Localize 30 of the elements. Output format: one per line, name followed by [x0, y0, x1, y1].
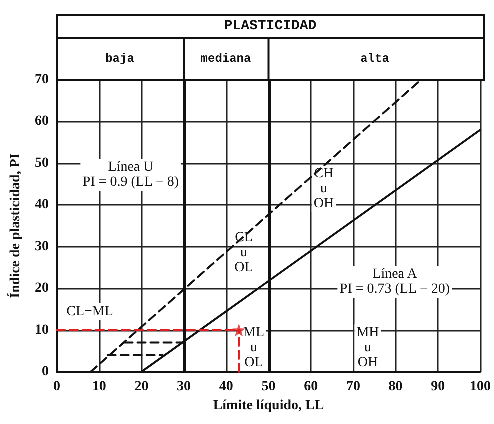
x-tick-label: 50 — [262, 380, 276, 394]
x-tick-label: 10 — [92, 380, 106, 394]
y-tick-label: 10 — [35, 322, 49, 338]
y-tick-label: 20 — [35, 281, 49, 296]
text: mediana — [200, 52, 252, 66]
x-tick-label: 40 — [219, 380, 234, 394]
x-tick-label: 70 — [346, 380, 360, 394]
y-axis-title: Índice de plasticidad, PI — [6, 154, 24, 298]
annotation: Línea U PI = 0.9 (LL − 8) — [82, 160, 180, 190]
x-tick-label: 30 — [177, 380, 192, 394]
x-axis-title: Límite líquido, LL — [213, 398, 324, 414]
text: alta — [360, 52, 390, 66]
y-tick-label: 50 — [35, 156, 49, 171]
y-tick-label: 70 — [35, 72, 49, 88]
x-tick-label: 100 — [470, 380, 491, 394]
y-tick-label: 0 — [42, 364, 49, 380]
x-tick-label: 60 — [304, 380, 318, 394]
x-tick-label: 0 — [54, 380, 60, 394]
x-tick-label: 80 — [388, 380, 403, 394]
y-tick-label: 30 — [35, 239, 49, 254]
y-tick-label: 40 — [35, 198, 49, 213]
x-tick-label: 90 — [431, 380, 446, 394]
chart-title: PLASTICIDAD — [224, 18, 317, 34]
annotation: Línea A PI = 0.73 (LL − 20) — [340, 267, 450, 297]
annotation: ML u OL — [244, 326, 264, 370]
annotation: MH u OH — [356, 326, 380, 370]
annotation: CL−ML — [66, 304, 114, 320]
x-tick-label: 20 — [134, 380, 149, 394]
text: baja — [106, 52, 134, 66]
y-tick-label: 60 — [35, 114, 49, 130]
